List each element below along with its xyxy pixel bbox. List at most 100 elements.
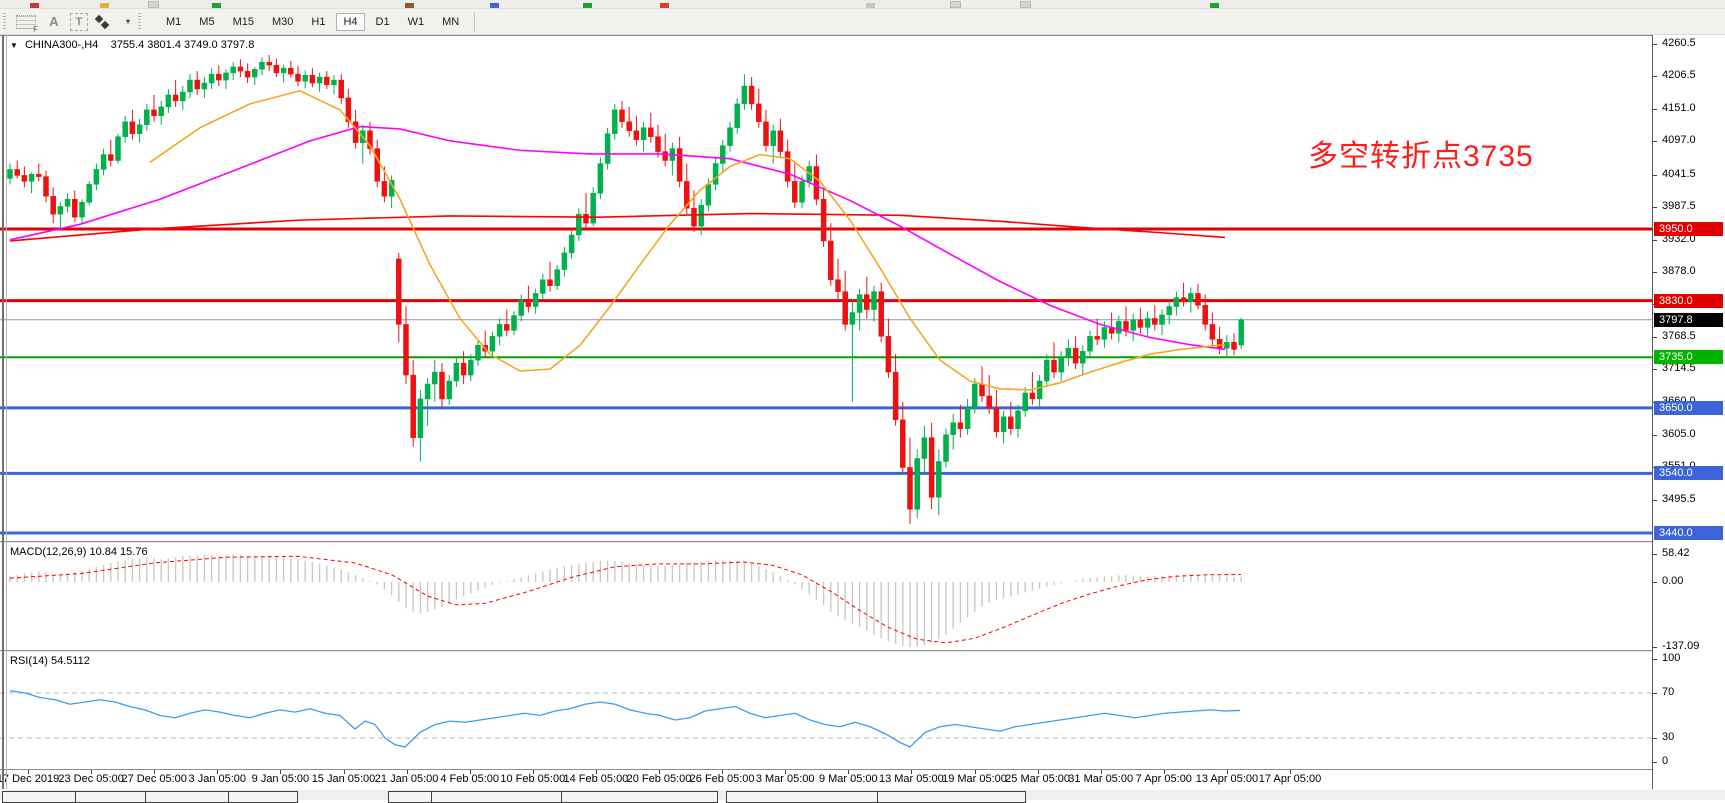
toolbar-fragment-icon	[583, 3, 592, 8]
toolbar-fragment-icon	[1020, 1, 1031, 8]
date-label: 7 Apr 05:00	[1135, 773, 1192, 785]
date-tick	[91, 770, 93, 774]
macd-tick-label: 58.42	[1662, 547, 1690, 560]
chart-window	[0, 35, 1725, 790]
timeframe-button-d1[interactable]: D1	[369, 13, 397, 31]
chart-annotation: 多空转折点3735	[1308, 140, 1534, 173]
moving-average-magenta	[9, 125, 1226, 351]
chart-title: ▼ CHINA300-,H4 3755.4 3801.4 3749.0 3797…	[10, 39, 254, 51]
toolbar-fragment-icon	[950, 1, 961, 8]
chart-ohlc-values: 3755.4 3801.4 3749.0 3797.8	[110, 39, 255, 51]
arrow-objects-icon[interactable]: ▾	[92, 12, 130, 32]
date-label: 9 Mar 05:00	[818, 773, 878, 785]
date-label: 3 Mar 05:00	[755, 773, 815, 785]
chart-tab-divider	[228, 792, 229, 802]
timeframe-button-h4[interactable]: H4	[336, 12, 365, 31]
timeframe-button-h1[interactable]: H1	[304, 13, 332, 31]
toolbar-fragment-icon	[1210, 3, 1219, 8]
price-tick-label: 4041.5	[1662, 167, 1696, 180]
timeframe-button-m15[interactable]: M15	[226, 13, 261, 31]
panel-separator[interactable]	[0, 650, 1652, 651]
price-tick-label: 4260.5	[1662, 37, 1696, 49]
date-tick	[1290, 770, 1291, 774]
rsi-tick-label: 100	[1662, 652, 1681, 665]
date-label: 27 Dec 05:00	[121, 773, 187, 785]
price-tick-label: 3714.5	[1662, 362, 1696, 375]
date-tick	[154, 770, 156, 774]
date-label: 26 Feb 05:00	[689, 773, 755, 785]
panel-separator[interactable]	[0, 541, 1652, 542]
date-tick	[1037, 770, 1039, 774]
price-tick-label-tick	[1653, 76, 1657, 78]
timeframe-button-w1[interactable]: W1	[401, 13, 432, 31]
macd-tick-label-tick	[1653, 647, 1657, 649]
timeframe-button-mn[interactable]: MN	[435, 13, 466, 31]
panel-separator-highlight	[0, 542, 1652, 543]
toolbar-grip[interactable]	[3, 12, 6, 31]
price-tick-label: 3878.0	[1662, 264, 1696, 277]
rsi-panel[interactable]	[0, 652, 1652, 769]
chart-tab-divider	[561, 792, 562, 802]
date-label: 19 Mar 05:00	[942, 773, 1007, 785]
date-label: 25 Mar 05:00	[1005, 773, 1071, 785]
macd-tick-label-tick	[1653, 554, 1657, 556]
chart-tab-3[interactable]	[726, 791, 1026, 803]
date-label: 21 Jan 05:00	[374, 773, 439, 785]
chevron-down-icon[interactable]: ▾	[125, 16, 130, 26]
date-tick	[848, 770, 850, 774]
price-tick-label-tick	[1653, 369, 1657, 371]
text-box-icon[interactable]: T	[70, 12, 88, 31]
date-label: 13 Apr 05:00	[1195, 773, 1259, 785]
macd-tick-label-tick	[1653, 582, 1657, 583]
date-label: 14 Feb 05:00	[563, 773, 629, 785]
price-axis[interactable]: 4260.5 4206.5 4151.0 4097.0 4041.5 3987.5 3932…	[1652, 35, 1725, 789]
hline-price-label-3735.0: 3735.0	[1654, 350, 1723, 365]
date-tick	[406, 770, 408, 774]
collapse-triangle-icon[interactable]: ▼	[10, 41, 18, 50]
timeframe-button-m1[interactable]: M1	[159, 13, 188, 31]
date-label: 3 Jan 05:00	[188, 773, 247, 785]
toolbar-grip[interactable]	[138, 12, 141, 31]
fibonacci-grid-icon[interactable]: F	[14, 12, 38, 34]
macd-histogram	[9, 554, 1242, 648]
upper-toolbar-partial	[0, 0, 1725, 9]
chart-tab-1[interactable]	[2, 791, 298, 803]
price-tick-label: 3495.5	[1662, 492, 1696, 505]
current-price-label: 3797.8	[1654, 312, 1723, 327]
price-tick-label-tick	[1653, 239, 1657, 241]
fibonacci-grid-glyph	[16, 14, 36, 29]
rsi-tick-label: 30	[1662, 731, 1675, 743]
date-tick	[659, 770, 660, 774]
chart-tab-divider	[75, 792, 76, 802]
timeframe-button-m5[interactable]: M5	[192, 13, 221, 31]
date-label: 20 Feb 05:00	[626, 773, 692, 785]
chart-symbol-period: CHINA300-,H4	[24, 39, 99, 51]
date-tick	[280, 770, 282, 774]
macd-panel[interactable]	[0, 543, 1652, 650]
macd-tick-label: -137.09	[1662, 640, 1700, 653]
chart-tab-2[interactable]	[388, 791, 718, 803]
timeframe-button-m30[interactable]: M30	[265, 13, 300, 31]
rsi-indicator-label: RSI(14) 54.5112	[10, 655, 90, 667]
date-label: 17 Dec 2019	[0, 773, 60, 785]
price-tick-label: 3605.0	[1662, 427, 1696, 440]
text-label-icon[interactable]: A	[49, 14, 59, 29]
toolbar-fragment-icon	[490, 3, 499, 8]
rsi-tick-label-tick	[1653, 693, 1657, 694]
date-tick	[785, 770, 787, 774]
date-label: 23 Dec 05:00	[58, 773, 124, 785]
price-tick-label-tick	[1653, 271, 1657, 273]
date-tick	[1100, 770, 1102, 774]
hline-price-label-3950.0: 3950.0	[1654, 222, 1723, 237]
candles-group	[7, 55, 1244, 525]
rsi-tick-label-tick	[1653, 762, 1657, 763]
date-axis[interactable]: 17 Dec 2019 23 Dec 05:00 27 Dec 05:00 3 Jan…	[0, 773, 1652, 788]
price-tick-label-tick	[1653, 109, 1657, 111]
date-tick	[217, 770, 219, 774]
macd-tick-label: 0.00	[1662, 575, 1684, 587]
price-tick-label-tick	[1653, 337, 1657, 339]
hline-price-label-3830.0: 3830.0	[1654, 293, 1723, 308]
rsi-tick-label: 0	[1662, 755, 1669, 767]
main-price-chart[interactable]	[0, 36, 1652, 543]
date-label: 15 Jan 05:00	[311, 773, 376, 785]
